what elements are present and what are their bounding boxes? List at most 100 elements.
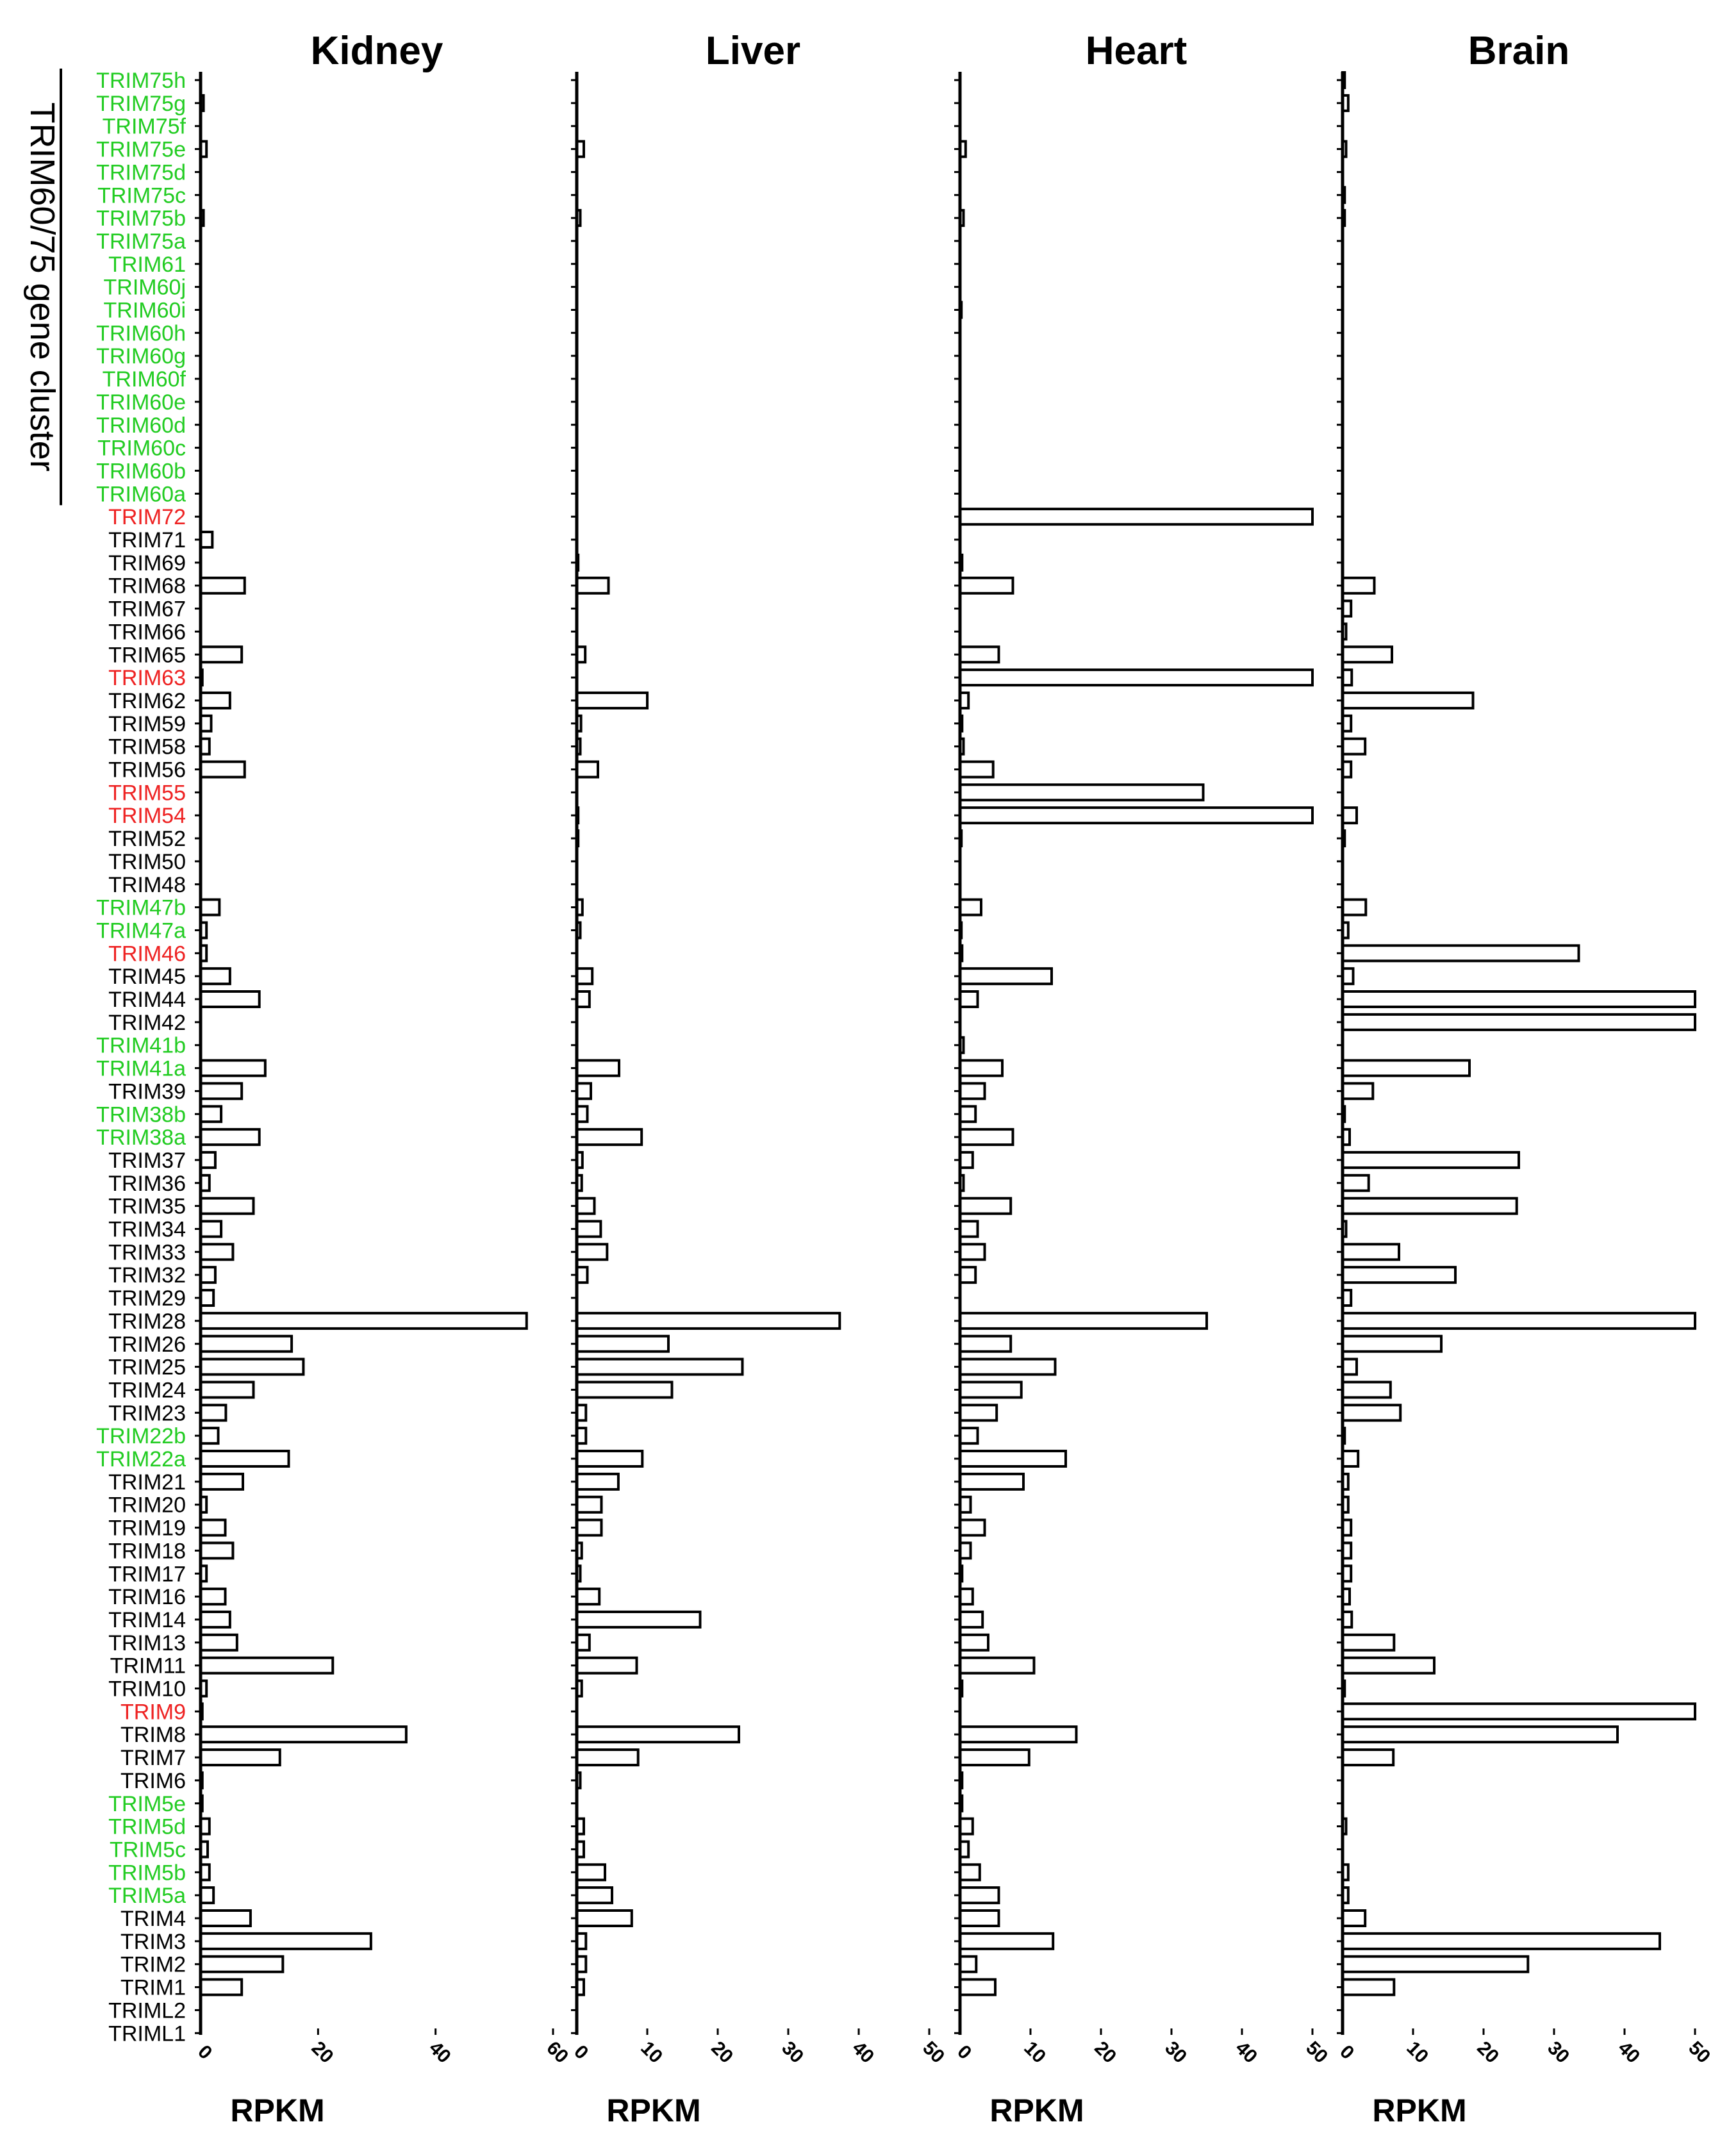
category-label: TRIM3	[120, 1930, 186, 1954]
bar	[959, 1082, 986, 1100]
bar	[199, 1450, 290, 1468]
x-tick-label: 10	[1020, 2037, 1050, 2068]
bar	[959, 990, 979, 1008]
bar	[1341, 691, 1475, 709]
category-label: TRIM60g	[96, 344, 186, 369]
bar	[959, 1381, 1023, 1399]
bar	[959, 1725, 1078, 1744]
bar	[1341, 1633, 1396, 1652]
x-tick-label: 30	[777, 2037, 807, 2068]
category-label: TRIM8	[120, 1723, 186, 1747]
category-label: TRIM60c	[97, 436, 186, 461]
category-label: TRIM69	[108, 551, 186, 576]
bar	[575, 1334, 670, 1353]
bar	[1341, 1404, 1402, 1422]
panel-title: Heart	[1086, 29, 1187, 73]
category-label: TRIM22b	[96, 1424, 186, 1448]
bar	[1341, 1978, 1396, 1996]
bar	[1341, 1450, 1360, 1468]
category-label: TRIM60d	[96, 413, 186, 438]
category-label: TRIM22a	[96, 1447, 186, 1472]
x-tick-label: 30	[1543, 2037, 1573, 2068]
bar	[959, 1909, 1000, 1927]
bar-clipped	[1341, 1311, 1696, 1330]
bar	[959, 1427, 979, 1445]
category-label: TRIM66	[108, 620, 186, 644]
bar	[575, 1059, 620, 1077]
category-label: TRIM45	[108, 965, 186, 989]
bar	[199, 1381, 255, 1399]
bar	[959, 1932, 1055, 1950]
bar	[575, 1220, 602, 1238]
bar	[575, 1656, 638, 1675]
category-label: TRIM7	[120, 1746, 186, 1770]
category-label: TRIM5a	[108, 1884, 186, 1908]
bar	[199, 760, 246, 779]
category-label: TRIM5d	[108, 1815, 186, 1839]
bar	[959, 1588, 974, 1606]
bar	[959, 1450, 1067, 1468]
bar	[1341, 806, 1358, 825]
bar	[959, 1518, 986, 1537]
bar	[199, 1197, 255, 1215]
bar	[199, 1082, 244, 1100]
bar	[959, 1404, 998, 1422]
bar	[199, 898, 221, 916]
bar	[959, 1978, 997, 1996]
bar-clipped	[1341, 990, 1696, 1008]
category-label: TRIM17	[108, 1562, 186, 1586]
x-axis-title: RPKM	[989, 2093, 1084, 2128]
category-label: TRIM60e	[96, 390, 186, 415]
category-label: TRIM11	[110, 1654, 186, 1679]
bar	[1341, 1381, 1392, 1399]
bar	[959, 645, 1000, 664]
category-label: TRIM63	[108, 666, 186, 690]
bar	[575, 1357, 744, 1376]
bar	[199, 1243, 235, 1261]
bar	[199, 1220, 223, 1238]
bar	[199, 691, 231, 709]
bar	[575, 1748, 640, 1767]
category-label: TRIM68	[108, 574, 186, 599]
category-label: TRIM61	[108, 253, 186, 277]
bar	[959, 1150, 974, 1169]
category-label: TRIM19	[108, 1516, 186, 1541]
category-label: TRIM42	[108, 1011, 186, 1035]
category-label: TRIM48	[108, 873, 186, 897]
bar	[199, 1311, 528, 1330]
bar	[959, 783, 1205, 802]
category-label: TRIM75f	[103, 115, 186, 139]
category-label: TRIM16	[108, 1585, 186, 1609]
bar	[959, 576, 1014, 595]
bar	[575, 1243, 609, 1261]
x-tick-label: 40	[425, 2037, 455, 2068]
x-tick-label: 40	[1614, 2037, 1644, 2068]
category-label: TRIM55	[108, 781, 186, 805]
category-label: TRIM52	[108, 827, 186, 851]
bar	[1341, 1748, 1395, 1767]
x-tick-label: 20	[707, 2037, 737, 2068]
bar	[199, 1909, 252, 1927]
bar	[959, 1334, 1013, 1353]
bar	[199, 531, 214, 549]
category-label: TRIM5c	[110, 1837, 186, 1862]
bar	[1341, 1955, 1530, 1973]
category-label: TRIM72	[108, 505, 186, 529]
bar	[199, 1518, 227, 1537]
category-label: TRIM60f	[103, 367, 186, 392]
x-tick-label: 60	[542, 2037, 572, 2068]
bar	[199, 1266, 217, 1284]
bar	[199, 1427, 220, 1445]
bar	[199, 1932, 372, 1950]
bar	[575, 576, 610, 595]
x-tick-label: 10	[1402, 2037, 1432, 2068]
bar	[199, 990, 261, 1008]
bar	[199, 1150, 217, 1169]
x-tick-label: 30	[1161, 2037, 1191, 2068]
bar-clipped	[1341, 1702, 1696, 1721]
category-label: TRIM18	[108, 1539, 186, 1563]
bar	[199, 1610, 231, 1629]
bar	[199, 1748, 281, 1767]
panel-title: Brain	[1468, 29, 1569, 73]
